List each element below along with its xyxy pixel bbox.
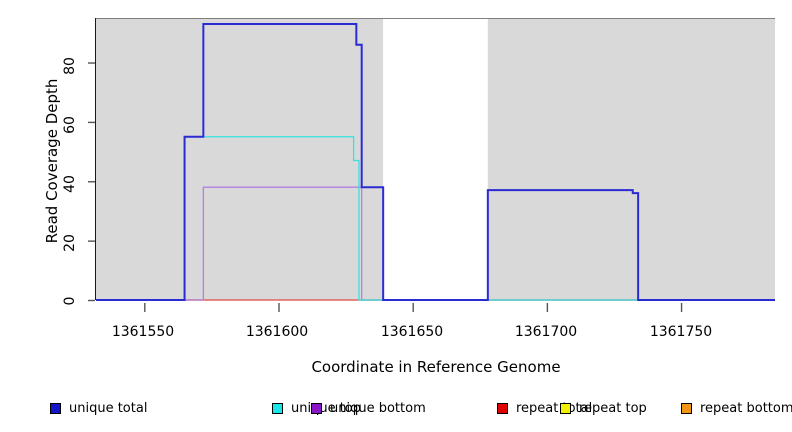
legend-swatch-icon — [50, 402, 61, 414]
x-tick-label-1361650: 1361650 — [380, 324, 444, 340]
legend-label: unique top — [291, 400, 362, 416]
legend-item-repeat-top: repeat top — [560, 398, 647, 418]
plot-region-covered-region-right — [487, 18, 775, 300]
legend-item-repeat-total: repeat total — [497, 398, 592, 418]
plot-region-covered-region-left — [96, 18, 384, 300]
legend-item-repeat-bottom: repeat bottom — [681, 398, 792, 418]
x-tick-label-1361600: 1361600 — [245, 324, 309, 340]
legend-swatch-icon — [497, 402, 508, 414]
y-tick-label-0: 0 — [62, 296, 78, 306]
y-tick-label-20: 20 — [62, 234, 78, 252]
x-tick-label-1361700: 1361700 — [514, 324, 578, 340]
x-tick-label-1361750: 1361750 — [649, 324, 713, 340]
y-axis-title: Read Coverage Depth — [43, 78, 61, 244]
legend-swatch-icon — [272, 402, 283, 414]
legend-swatch-icon — [681, 402, 692, 414]
legend-item-unique-total: unique total — [50, 398, 147, 418]
legend-swatch-icon — [311, 402, 322, 414]
y-tick-label-80: 80 — [62, 57, 78, 75]
legend-label: repeat bottom — [700, 400, 792, 416]
chart-legend: unique total unique top unique bottom repea… — [0, 398, 792, 420]
series-unique-total — [96, 22, 775, 301]
y-tick-label-60: 60 — [62, 116, 78, 134]
plot-region-uncovered-gap — [383, 18, 488, 300]
legend-item-unique-top: unique top — [272, 398, 361, 418]
legend-label: repeat total — [516, 400, 593, 416]
legend-label: repeat top — [579, 400, 647, 416]
legend-swatch-icon — [560, 402, 571, 414]
legend-label: unique bottom — [330, 400, 426, 416]
legend-item-unique-bottom: unique bottom — [311, 398, 426, 418]
x-tick-label-1361550: 1361550 — [111, 324, 175, 340]
y-tick-label-40: 40 — [62, 175, 78, 193]
legend-label: unique total — [69, 400, 148, 416]
x-axis-title: Coordinate in Reference Genome — [311, 358, 561, 376]
